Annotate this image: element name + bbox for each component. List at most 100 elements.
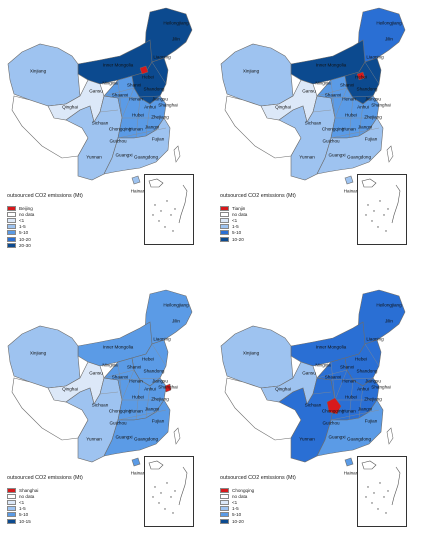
province-label-gansu: Gansu [89, 370, 103, 376]
legend-row: no data [220, 493, 310, 499]
legend-swatch [7, 205, 16, 211]
province-label-jilin: Jilin [385, 318, 393, 324]
province-label-anhui: Anhui [357, 104, 369, 110]
province-border [290, 73, 302, 81]
inset-island [152, 496, 154, 498]
province-label-jiangsu: Jiangsu [152, 378, 168, 384]
map-panel-chongqing: Heilongjiang Jilin Liaoning Xinjiang Qinghai… [213, 282, 419, 544]
province-border [145, 385, 151, 419]
province-label-chongqing: Chongqing [108, 408, 132, 414]
legend-row: 10-20 [7, 236, 97, 242]
highlight-city [164, 383, 172, 393]
province-label-inner-mongolia: Inner Mongolia [102, 62, 134, 68]
legend-row: 10-20 [220, 518, 310, 524]
inset-island [166, 482, 168, 484]
province-label-jiangxi: Jiangxi [144, 406, 160, 412]
legend-label: no data [232, 211, 248, 217]
inset-coast [178, 184, 188, 224]
legend-title: outsourced CO2 emissions (Mt) [7, 475, 83, 481]
province-border [117, 377, 161, 381]
province-label-fujian: Fujian [364, 136, 378, 142]
province-border [290, 355, 302, 363]
legend-row: <1 [7, 217, 97, 223]
legend-row: 1-5 [7, 224, 97, 230]
legend-label: 10-15 [19, 518, 31, 524]
legend-swatch [7, 506, 16, 512]
legend-swatch [220, 217, 229, 223]
province-label-zhejiang: Zhejiang [364, 396, 382, 402]
province-label-henan: Henan [342, 96, 356, 102]
inset-island [387, 208, 389, 210]
inset-island [379, 200, 381, 202]
province-label-shaanxi: Shaanxi [111, 374, 129, 380]
legend-swatch [7, 242, 16, 248]
inset-coast [178, 466, 188, 506]
province-label-shandong: Shandong [356, 368, 378, 374]
legend-swatch [220, 506, 229, 512]
province-label-gansu: Gansu [302, 370, 316, 376]
province-label-liaoning: Liaoning [153, 336, 171, 342]
legend-label: Tianjin [232, 205, 246, 211]
province-label-hainan: Hainan [343, 470, 359, 476]
legend-swatch [220, 499, 229, 505]
legend-label: 10-20 [232, 236, 244, 242]
legend-row: <1 [220, 499, 310, 505]
province-label-xinjiang: Xinjiang [242, 68, 260, 74]
legend-row: 10-15 [7, 518, 97, 524]
region-xinjiang [7, 325, 81, 389]
province-border [117, 409, 167, 421]
legend-label: no data [19, 493, 35, 499]
legend-swatch [220, 512, 229, 518]
province-label-hainan: Hainan [343, 188, 359, 194]
province-border [334, 369, 348, 401]
province-border [330, 361, 336, 401]
province-label-shanghai: Shanghai [371, 102, 391, 108]
province-border [77, 355, 89, 363]
province-border [316, 369, 348, 379]
province-label-heilongjiang: Heilongjiang [376, 302, 402, 308]
inset-island [383, 214, 385, 216]
province-border [334, 87, 348, 119]
inset-island [373, 210, 375, 212]
region-taiwan [386, 145, 394, 163]
inset-coast [391, 184, 401, 224]
inset-island [377, 508, 379, 510]
province-label-jiangxi: Jiangxi [144, 124, 160, 130]
province-label-guangxi: Guangxi [328, 152, 346, 158]
legend-label: 1-5 [19, 224, 26, 230]
province-label-hunan: Hunan [129, 126, 143, 132]
region-xinjiang [220, 325, 294, 389]
province-label-hunan: Hunan [342, 126, 356, 132]
legend-row: 1-5 [220, 506, 310, 512]
region-hainan [131, 175, 141, 185]
legend-label: no data [19, 211, 35, 217]
province-border [358, 385, 364, 419]
legend-swatch [220, 487, 229, 493]
province-label-henan: Henan [129, 96, 143, 102]
legend-label: 1-5 [19, 506, 26, 512]
inset-island [365, 496, 367, 498]
province-label-jiangsu: Jiangsu [152, 96, 168, 102]
province-label-liaoning: Liaoning [366, 54, 384, 60]
legend-swatch [220, 211, 229, 217]
province-label-guangxi: Guangxi [328, 434, 346, 440]
province-label-guangdong: Guangdong [346, 154, 372, 160]
legend-row: <1 [7, 499, 97, 505]
province-border [77, 73, 89, 81]
legend-row: 5-10 [7, 512, 97, 518]
legend-label: 5-10 [232, 512, 242, 518]
province-label-chongqing: Chongqing [321, 408, 345, 414]
legend-row: 10-20 [220, 236, 310, 242]
legend-label: <1 [232, 499, 238, 505]
legend-title: outsourced CO2 emissions (Mt) [220, 193, 296, 199]
map-legend: outsourced CO2 emissions (Mt) Shanghai no … [7, 475, 97, 524]
legend-row: <1 [220, 217, 310, 223]
legend-row: 20-30 [7, 242, 97, 248]
inset-island [373, 492, 375, 494]
map-legend: outsourced CO2 emissions (Mt) Chongqing no… [220, 475, 310, 524]
province-label-xinjiang: Xinjiang [29, 350, 47, 356]
inset-island [158, 220, 160, 222]
province-label-jilin: Jilin [172, 36, 180, 42]
legend-label: 5-10 [19, 512, 29, 518]
province-label-qinghai: Qinghai [275, 104, 291, 110]
